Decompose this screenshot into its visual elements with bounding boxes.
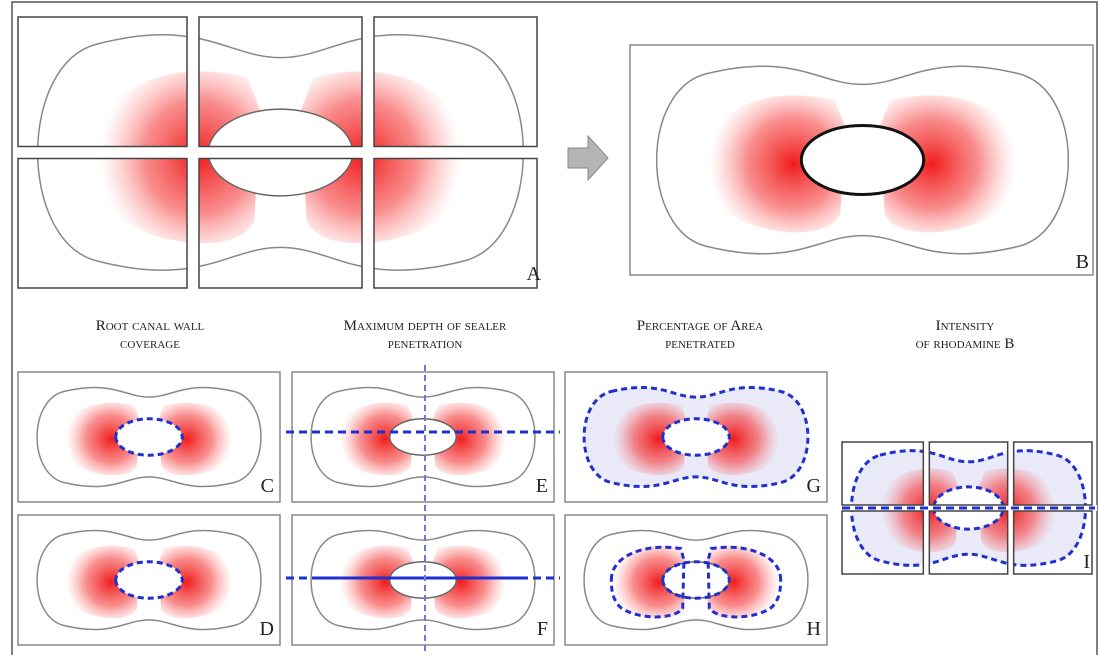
column-heading: Root canal wall [96, 318, 205, 334]
panel-label: C [261, 475, 274, 497]
panel-label: E [536, 475, 548, 497]
root-section [657, 66, 1069, 254]
root-section [584, 387, 808, 486]
root-section [584, 530, 808, 629]
panel-label: G [807, 475, 821, 497]
root-canal [390, 419, 457, 455]
root-canal [116, 419, 183, 455]
root-section [311, 530, 535, 629]
panel-label: D [260, 618, 274, 640]
section-gap [16, 147, 545, 159]
panel-label: I [1083, 551, 1090, 573]
panel-label: A [527, 263, 542, 285]
root-section [37, 387, 261, 486]
root-canal [801, 125, 923, 194]
root-section [37, 530, 261, 629]
root-canal [116, 562, 183, 598]
root-section [311, 387, 535, 486]
panel-label: H [807, 618, 821, 640]
panel-label: F [537, 618, 548, 640]
column-heading: penetration [388, 336, 463, 352]
column-heading: coverage [120, 336, 180, 352]
column-heading: penetrated [665, 336, 735, 352]
column-heading: Percentage of Area [637, 318, 763, 334]
arrow [568, 136, 608, 180]
section-gap [840, 505, 1097, 511]
column-heading: Maximum depth of sealer [344, 318, 507, 334]
column-heading: Intensity [936, 318, 995, 334]
root-canal [663, 419, 730, 455]
panel-label: B [1076, 251, 1089, 273]
root-canal [390, 562, 457, 598]
column-heading: of rhodamine B [916, 336, 1015, 352]
figure: A B Root canal wall coverage Maximum depth o… [0, 0, 1099, 655]
